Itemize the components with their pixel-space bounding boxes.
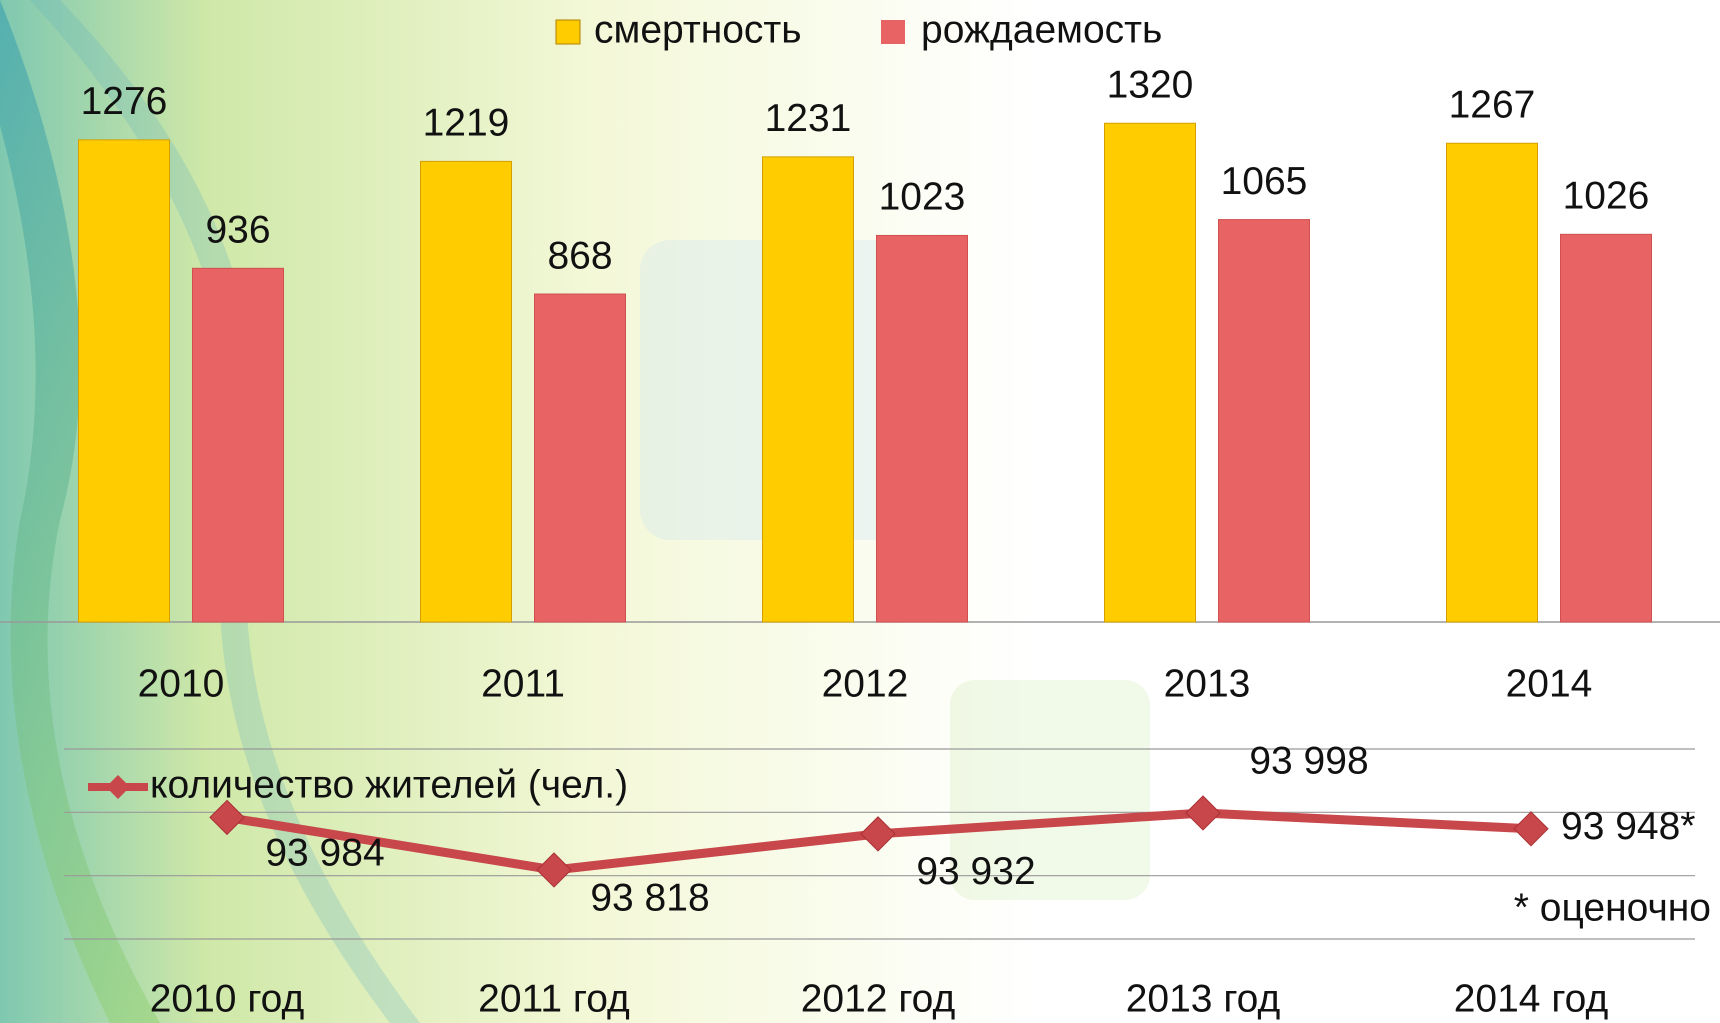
data-label: 93 984 [265,832,384,875]
marker [1513,811,1549,847]
x-tick-label: 2012 [822,662,909,705]
bar [1560,233,1652,623]
legend-swatch [881,20,905,44]
data-label: 1065 [1221,160,1308,203]
data-label: 93 932 [916,850,1035,893]
legend-label: смертность [594,8,802,51]
x-tick-label: 2011 [481,662,565,705]
data-label: 936 [205,209,270,252]
data-label: 1231 [765,97,852,140]
background-swirl [0,0,160,1023]
bar [420,160,512,623]
bar [762,156,854,623]
legend-label: количество жителей (чел.) [150,763,628,806]
data-label: 868 [547,234,612,277]
legend-swatch [555,19,581,45]
marker [1185,795,1221,831]
x-tick-label: 2012 год [801,977,956,1020]
x-tick-label: 2014 год [1454,977,1609,1020]
bar [876,234,968,623]
x-tick-label: 2010 [138,662,225,705]
legend-label: рождаемость [921,8,1162,51]
x-tick-label: 2010 год [150,977,305,1020]
data-label: 1026 [1563,175,1650,218]
data-label: 93 948* [1561,805,1695,848]
data-label: 1219 [423,102,510,145]
x-tick-label: 2011 год [478,977,630,1020]
bar [192,267,284,623]
data-label: 93 998 [1249,739,1368,782]
bar [78,139,170,623]
data-label: 1320 [1107,64,1194,107]
data-label: 93 818 [590,876,709,919]
background-shape [950,680,1150,900]
data-label: 1267 [1449,84,1536,127]
bar [1218,219,1310,623]
marker [536,852,572,888]
marker [209,799,245,836]
data-label: 1276 [81,80,168,123]
bar [1446,142,1538,623]
legend-marker [106,775,130,799]
data-label: 1023 [879,176,966,219]
x-tick-label: 2014 [1506,662,1593,705]
x-tick-label: 2013 [1164,662,1251,705]
marker [860,816,896,852]
bar [534,293,626,623]
bar [1104,122,1196,623]
x-tick-label: 2013 год [1126,977,1281,1020]
annotation: * оценочно [1514,886,1711,929]
